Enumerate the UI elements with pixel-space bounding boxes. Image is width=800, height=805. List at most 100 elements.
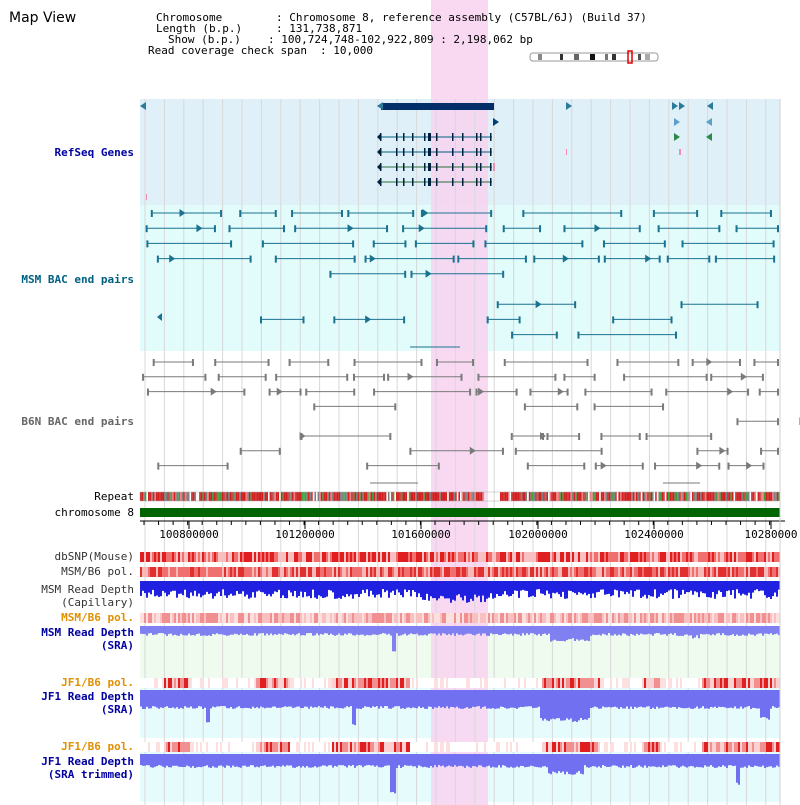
- heat-segment: [562, 613, 564, 623]
- depth-bar: [682, 626, 684, 636]
- track-label-repeat[interactable]: Repeat: [94, 490, 134, 503]
- heat-segment: [298, 552, 300, 562]
- track-label-jf1-b6-pol-1[interactable]: JF1/B6 pol.: [61, 676, 134, 689]
- jf1-pol-segment: [330, 742, 332, 752]
- depth-bar: [172, 581, 174, 591]
- jf1-pol-segment: [596, 742, 598, 752]
- jf1-pol-segment: [192, 678, 194, 688]
- depth-bar: [698, 581, 700, 598]
- jf1-pol-segment: [194, 742, 196, 752]
- repeat-segment: [159, 492, 161, 501]
- jf1-pol-segment: [482, 742, 484, 752]
- depth-bar: [352, 754, 354, 766]
- depth-bar: [254, 690, 256, 709]
- track-label-msm-b6-pol-2[interactable]: MSM/B6 pol.: [61, 611, 134, 624]
- repeat-segment: [154, 492, 156, 501]
- depth-bar: [500, 690, 502, 707]
- depth-bar: [346, 754, 348, 768]
- heat-segment: [606, 613, 608, 623]
- heat-segment: [286, 567, 288, 577]
- depth-bar: [198, 581, 200, 594]
- refseq-exon: [452, 178, 454, 186]
- jf1-pol-segment: [544, 678, 546, 688]
- repeat-segment: [594, 492, 596, 501]
- depth-bar: [662, 581, 664, 595]
- depth-bar: [448, 581, 450, 599]
- track-label-refseq[interactable]: RefSeq Genes: [54, 146, 134, 159]
- bac-end-arrow: [696, 461, 703, 470]
- jf1-pol-segment: [644, 678, 646, 688]
- jf1-pol-segment: [468, 678, 470, 688]
- repeat-segment: [632, 492, 635, 501]
- depth-bar: [374, 690, 376, 708]
- heat-segment: [766, 613, 768, 623]
- depth-bar: [212, 690, 214, 707]
- selection-highlight[interactable]: [431, 0, 488, 805]
- jf1-pol-segment: [562, 742, 564, 752]
- track-label-dbsnp[interactable]: dbSNP(Mouse): [54, 550, 134, 563]
- depth-bar: [758, 754, 760, 767]
- track-label-msm-b6-pol-1[interactable]: MSM/B6 pol.: [61, 565, 134, 578]
- heat-segment: [658, 613, 660, 623]
- depth-bar: [458, 754, 460, 766]
- depth-bar: [326, 626, 328, 634]
- track-label-jf1-depth-trimmed[interactable]: JF1 Read Depth: [41, 755, 134, 768]
- depth-bar: [160, 626, 162, 634]
- depth-bar: [564, 754, 566, 775]
- heat-segment: [490, 567, 492, 577]
- heat-segment: [624, 567, 626, 577]
- depth-bar: [588, 626, 590, 642]
- heat-segment: [440, 567, 442, 577]
- heat-segment: [548, 613, 550, 623]
- heat-segment: [230, 552, 232, 562]
- bac-end-mark: [249, 255, 252, 263]
- bac-end-mark: [150, 210, 153, 217]
- depth-bar: [702, 626, 704, 635]
- track-label-msm-depth-capillary[interactable]: MSM Read Depth: [41, 583, 134, 596]
- track-label-jf1-b6-pol-2[interactable]: JF1/B6 pol.: [61, 740, 134, 753]
- track-label-msm-depth-sra[interactable]: MSM Read Depth: [41, 626, 134, 639]
- track-label-chromosome[interactable]: chromosome 8: [54, 506, 134, 519]
- repeat-segment: [397, 492, 400, 501]
- depth-bar: [246, 690, 248, 708]
- heat-segment: [250, 613, 252, 623]
- jf1-pol-segment: [310, 742, 312, 752]
- track-label-jf1-depth-sra[interactable]: JF1 Read Depth: [41, 690, 134, 703]
- heat-segment: [332, 552, 334, 562]
- jf1-pol-segment: [398, 678, 400, 688]
- jf1-pol-segment: [590, 742, 592, 752]
- heat-segment: [620, 613, 622, 623]
- heat-segment: [278, 613, 280, 623]
- jf1-pol-segment: [598, 678, 600, 688]
- depth-bar: [206, 690, 208, 723]
- repeat-segment: [183, 492, 185, 501]
- refseq-exon: [490, 178, 492, 186]
- track-label-msm-bac[interactable]: MSM BAC end pairs: [21, 273, 134, 286]
- jf1-pol-segment: [612, 742, 614, 752]
- repeat-segment: [597, 492, 600, 501]
- repeat-segment: [690, 492, 692, 501]
- heat-segment: [766, 567, 768, 577]
- heat-segment: [170, 567, 172, 577]
- bac-end-mark: [291, 210, 294, 217]
- depth-bar: [760, 754, 762, 767]
- depth-bar: [330, 754, 332, 766]
- depth-bar: [572, 626, 574, 639]
- depth-bar: [592, 626, 594, 635]
- depth-bar: [392, 581, 394, 591]
- heat-segment: [658, 567, 660, 577]
- depth-bar: [546, 754, 548, 768]
- depth-bar: [484, 754, 486, 768]
- depth-bar: [422, 581, 424, 600]
- track-label-b6n-bac[interactable]: B6N BAC end pairs: [21, 415, 134, 428]
- jf1-pol-segment: [668, 742, 670, 752]
- heat-segment: [574, 613, 576, 623]
- repeat-segment: [543, 492, 545, 501]
- depth-bar: [350, 690, 352, 707]
- depth-bar: [358, 690, 360, 709]
- jf1-pol-segment: [614, 678, 616, 688]
- depth-bar: [488, 690, 490, 709]
- depth-bar: [174, 581, 176, 591]
- depth-bar: [264, 581, 266, 594]
